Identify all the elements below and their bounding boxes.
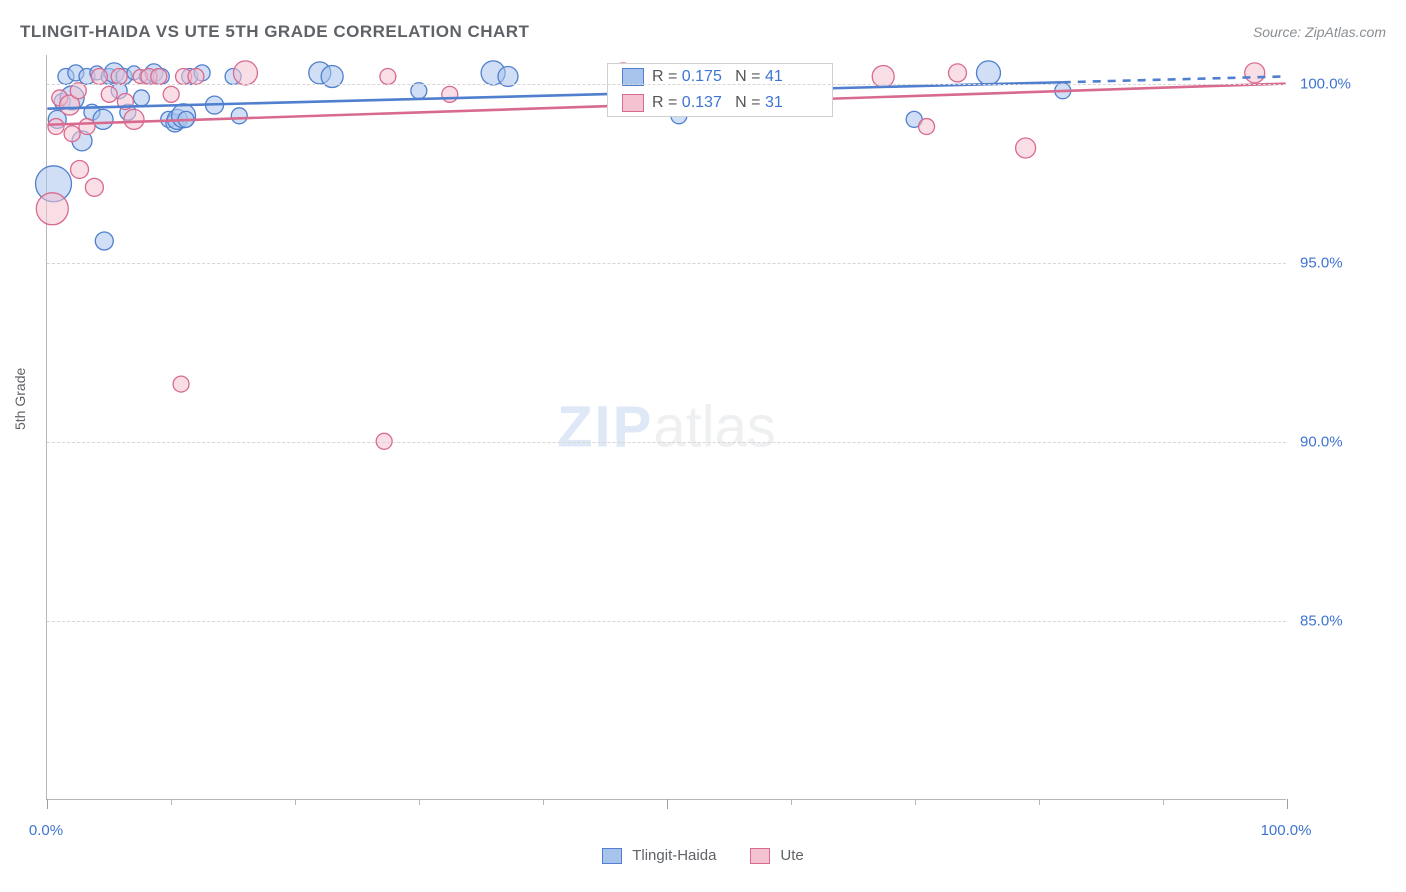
y-tick-label: 95.0%	[1300, 254, 1343, 271]
data-point	[380, 68, 396, 84]
source-label: Source: ZipAtlas.com	[1253, 24, 1386, 40]
x-tick-minor	[295, 799, 296, 805]
x-tick-minor	[791, 799, 792, 805]
data-point	[173, 376, 189, 392]
data-point	[976, 61, 1000, 85]
data-point	[111, 68, 127, 84]
data-point	[36, 193, 68, 225]
legend-swatch	[622, 94, 644, 112]
data-point	[151, 68, 167, 84]
chart-title: TLINGIT-HAIDA VS UTE 5TH GRADE CORRELATI…	[20, 22, 529, 42]
x-tick-minor	[1039, 799, 1040, 805]
x-tick-major	[1287, 799, 1288, 809]
legend-swatch	[602, 848, 622, 864]
x-tick-major	[47, 799, 48, 809]
data-point	[233, 61, 257, 85]
x-tick-label: 100.0%	[1261, 822, 1312, 839]
data-point	[48, 119, 64, 135]
x-tick-major	[667, 799, 668, 809]
data-point	[133, 90, 149, 106]
legend-item-ute: Ute	[750, 847, 803, 864]
gridline	[47, 263, 1286, 264]
gridline	[47, 621, 1286, 622]
legend-stat: R = 0.137 N = 31	[652, 94, 783, 112]
chart-svg-layer	[47, 55, 1286, 799]
legend-label: Ute	[780, 847, 803, 864]
gridline	[47, 84, 1286, 85]
series-legend: Tlingit-Haida Ute	[0, 847, 1406, 864]
data-point	[231, 108, 247, 124]
x-tick-minor	[915, 799, 916, 805]
y-tick-label: 100.0%	[1300, 75, 1351, 92]
data-point	[411, 83, 427, 99]
data-point	[1245, 63, 1265, 83]
legend-item-tlingit-haida: Tlingit-Haida	[602, 847, 716, 864]
data-point	[79, 119, 95, 135]
legend-swatch	[750, 848, 770, 864]
data-point	[71, 160, 89, 178]
data-point	[124, 109, 144, 129]
data-point	[93, 109, 113, 129]
data-point	[95, 232, 113, 250]
correlation-legend: R = 0.175 N = 41 R = 0.137 N = 31	[607, 63, 833, 117]
gridline	[47, 442, 1286, 443]
data-point	[91, 68, 107, 84]
y-tick-label: 85.0%	[1300, 612, 1343, 629]
data-point	[949, 64, 967, 82]
x-tick-minor	[1163, 799, 1164, 805]
data-point	[85, 178, 103, 196]
legend-row: R = 0.137 N = 31	[608, 90, 832, 116]
data-point	[188, 68, 204, 84]
y-axis-label: 5th Grade	[12, 368, 28, 430]
data-point	[1016, 138, 1036, 158]
data-point	[70, 83, 86, 99]
legend-row: R = 0.175 N = 41	[608, 64, 832, 90]
data-point	[163, 86, 179, 102]
chart-plot-area: ZIPatlas R = 0.175 N = 41R = 0.137 N = 3…	[46, 55, 1286, 800]
x-tick-minor	[543, 799, 544, 805]
data-point	[101, 86, 117, 102]
y-tick-label: 90.0%	[1300, 433, 1343, 450]
data-point	[64, 126, 80, 142]
x-tick-minor	[171, 799, 172, 805]
x-tick-label: 0.0%	[29, 822, 63, 839]
data-point	[442, 86, 458, 102]
x-tick-minor	[419, 799, 420, 805]
data-point	[919, 119, 935, 135]
legend-label: Tlingit-Haida	[632, 847, 716, 864]
